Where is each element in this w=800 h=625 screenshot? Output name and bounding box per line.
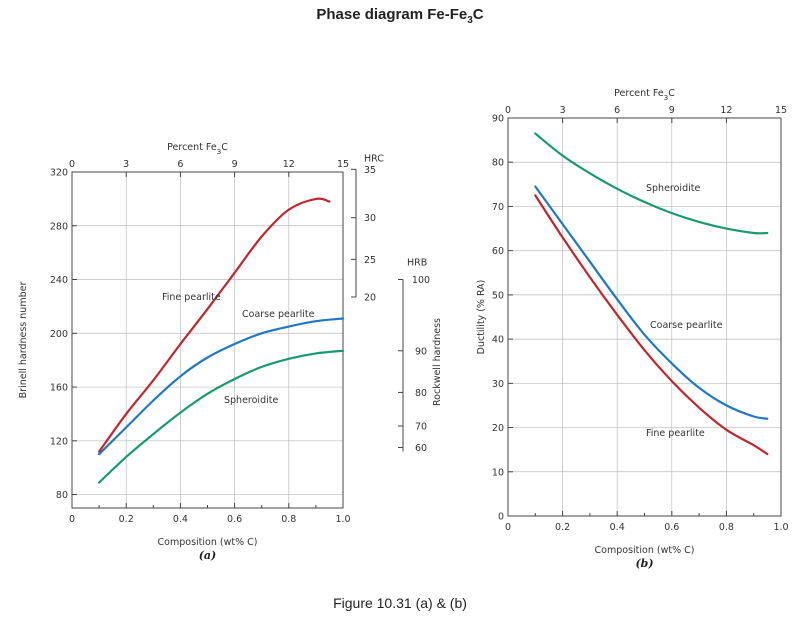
y-tick-label: 50: [492, 290, 504, 301]
hrc-tick-label: 20: [364, 292, 376, 303]
hrb-tick-label: 60: [415, 443, 427, 454]
x-tick-label: 0.8: [281, 514, 296, 525]
y-tick-label: 70: [492, 202, 504, 213]
x-tick-label: 0.6: [227, 514, 242, 525]
y-tick-label: 20: [492, 423, 504, 434]
series-label-fine-pearlite: Fine pearlite: [646, 428, 705, 439]
hrc-tick-label: 25: [364, 255, 376, 266]
y-axis-label: Ductility (% RA): [476, 280, 487, 355]
hrc-tick-label: 30: [364, 213, 376, 224]
series-line-coarse-pearlite: [534, 185, 769, 420]
top-tick-label: 3: [123, 159, 129, 170]
top-tick-label: 12: [283, 159, 295, 170]
x-tick-label: 1.0: [335, 514, 350, 525]
series-line-fine-pearlite: [98, 197, 331, 453]
secondary-axis-label: Rockwell hardness: [432, 318, 443, 406]
y-tick-label: 160: [50, 383, 68, 394]
x-tick-label: 0.2: [119, 514, 134, 525]
plot-frame: [507, 117, 782, 517]
series-line-spheroidite: [534, 132, 769, 235]
top-tick-label: 0: [505, 105, 511, 116]
top-tick-label: 15: [775, 105, 787, 116]
hrb-tick-label: 90: [415, 346, 427, 357]
top-axis-label: Percent Fe3C: [614, 88, 675, 102]
top-tick-label: 9: [232, 159, 238, 170]
x-tick-label: 0.6: [664, 522, 679, 533]
hrb-axis-label: HRB: [407, 258, 427, 269]
x-tick-label: 0.2: [555, 522, 570, 533]
panel-label: (a): [199, 549, 217, 562]
y-tick-label: 40: [492, 335, 504, 346]
y-tick-label: 280: [50, 221, 68, 232]
figure-caption: Figure 10.31 (a) & (b): [333, 595, 467, 611]
hrc-tick-label: 35: [364, 165, 376, 176]
x-axis-label: Composition (wt% C): [595, 545, 695, 556]
x-tick-label: 0.4: [173, 514, 188, 525]
top-tick-label: 9: [669, 105, 675, 116]
top-tick-label: 12: [720, 105, 732, 116]
y-tick-label: 240: [50, 275, 68, 286]
top-tick-label: 0: [69, 159, 75, 170]
top-tick-label: 15: [337, 159, 349, 170]
top-tick-label: 6: [177, 159, 183, 170]
x-tick-label: 0.8: [719, 522, 734, 533]
y-tick-label: 30: [492, 379, 504, 390]
hrb-tick-label: 80: [415, 388, 427, 399]
x-axis-label: Composition (wt% C): [158, 537, 258, 548]
y-tick-label: 90: [492, 114, 504, 125]
series-label-spheroidite: Spheroidite: [646, 183, 700, 194]
series-label-fine-pearlite: Fine pearlite: [162, 292, 221, 303]
series-line-spheroidite: [98, 349, 345, 484]
x-tick-label: 0: [505, 522, 511, 533]
y-axis-label: Brinell hardness number: [18, 282, 29, 399]
series-line-fine-pearlite: [534, 194, 769, 456]
x-tick-label: 0.4: [610, 522, 625, 533]
top-tick-label: 3: [560, 105, 566, 116]
series-line-coarse-pearlite: [98, 317, 345, 456]
series-label-coarse-pearlite: Coarse pearlite: [242, 309, 315, 320]
series-label-spheroidite: Spheroidite: [224, 395, 278, 406]
hrb-tick-label: 70: [415, 422, 427, 433]
y-tick-label: 320: [50, 168, 68, 179]
y-tick-label: 80: [56, 490, 68, 501]
y-tick-label: 0: [498, 512, 504, 523]
y-tick-label: 120: [50, 436, 68, 447]
y-tick-label: 200: [50, 329, 68, 340]
page-title: Phase diagram Fe-Fe3C: [316, 6, 484, 26]
x-tick-label: 0: [69, 514, 75, 525]
y-tick-label: 10: [492, 467, 504, 478]
panel-label: (b): [635, 557, 653, 570]
series-label-coarse-pearlite: Coarse pearlite: [650, 320, 723, 331]
hrb-tick-label: 100: [412, 275, 430, 286]
top-tick-label: 6: [614, 105, 620, 116]
y-tick-label: 60: [492, 246, 504, 257]
y-tick-label: 80: [492, 158, 504, 169]
hrc-axis-label: HRC: [364, 153, 384, 164]
top-axis-label: Percent Fe3C: [167, 142, 228, 156]
x-tick-label: 1.0: [773, 522, 788, 533]
plot-frame: [71, 171, 344, 509]
